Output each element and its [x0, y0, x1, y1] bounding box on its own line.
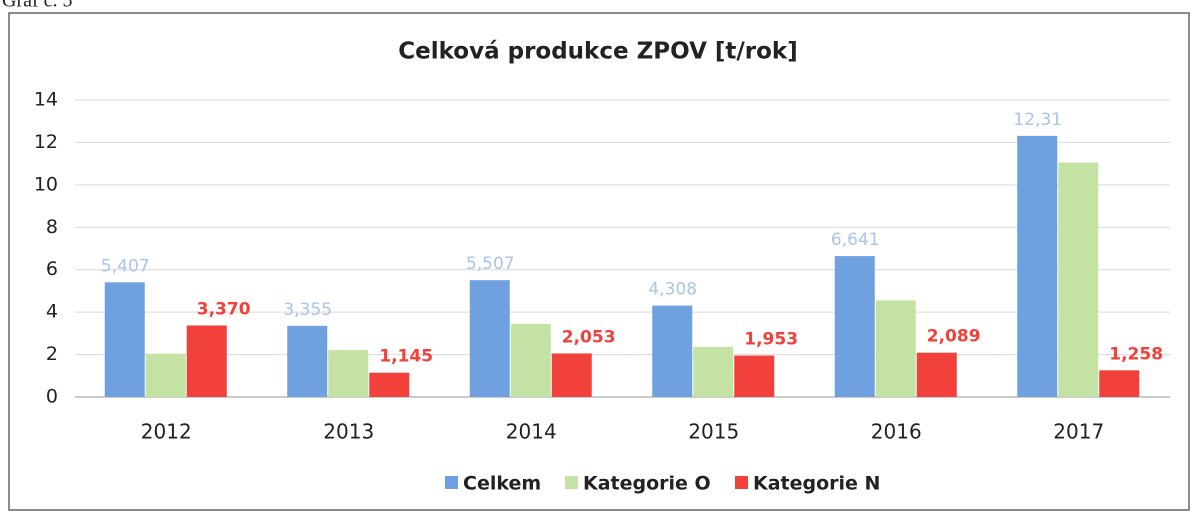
y-tick-label: 4	[46, 301, 58, 323]
y-tick-label: 2	[46, 343, 58, 365]
y-tick-label: 10	[34, 173, 58, 195]
data-label: 1,953	[744, 330, 798, 350]
bar	[834, 256, 875, 397]
caption: Graf č. 5	[2, 0, 73, 12]
data-label: 3,370	[197, 300, 251, 320]
bar	[1099, 370, 1140, 397]
bar	[186, 325, 227, 397]
chart-title: Celková produkce ZPOV [t/rok]	[398, 39, 797, 65]
data-label: 5,407	[101, 256, 150, 276]
legend-label: Kategorie O	[583, 473, 711, 495]
bar	[693, 346, 734, 397]
bar	[287, 325, 328, 397]
y-tick-label: 6	[46, 258, 58, 280]
y-tick-label: 0	[46, 386, 58, 408]
x-tick-label: 2014	[506, 420, 557, 444]
data-label: 2,089	[927, 327, 981, 347]
bar	[1058, 162, 1099, 397]
y-tick-label: 12	[34, 131, 58, 153]
data-label: 1,145	[379, 347, 433, 367]
legend-label: Celkem	[463, 473, 541, 495]
legend-swatch	[445, 476, 458, 489]
bar	[875, 300, 916, 397]
legend-swatch	[735, 476, 748, 489]
data-label: 3,355	[283, 300, 332, 320]
legend-swatch	[565, 476, 578, 489]
data-label: 6,641	[831, 230, 880, 250]
chart-frame	[8, 12, 1190, 511]
x-tick-label: 2012	[141, 420, 192, 444]
data-label: 12,31	[1013, 110, 1062, 130]
y-tick-label: 14	[34, 89, 58, 111]
x-tick-label: 2017	[1053, 420, 1104, 444]
data-label: 2,053	[562, 327, 616, 347]
data-label: 5,507	[466, 254, 515, 274]
x-tick-label: 2013	[323, 420, 374, 444]
bar	[652, 305, 693, 397]
data-label: 1,258	[1109, 344, 1163, 364]
bar	[328, 350, 369, 397]
bar	[369, 372, 410, 397]
x-tick-label: 2016	[871, 420, 922, 444]
y-tick-label: 8	[46, 216, 58, 238]
bar	[1017, 135, 1058, 397]
bar	[510, 323, 551, 397]
bar	[551, 353, 592, 397]
legend-label: Kategorie N	[753, 473, 880, 495]
data-label: 4,308	[648, 280, 697, 300]
bar	[145, 353, 186, 397]
bar	[916, 352, 957, 397]
bar	[469, 280, 510, 397]
bar	[104, 282, 145, 397]
x-tick-label: 2015	[688, 420, 739, 444]
bar	[734, 355, 775, 397]
